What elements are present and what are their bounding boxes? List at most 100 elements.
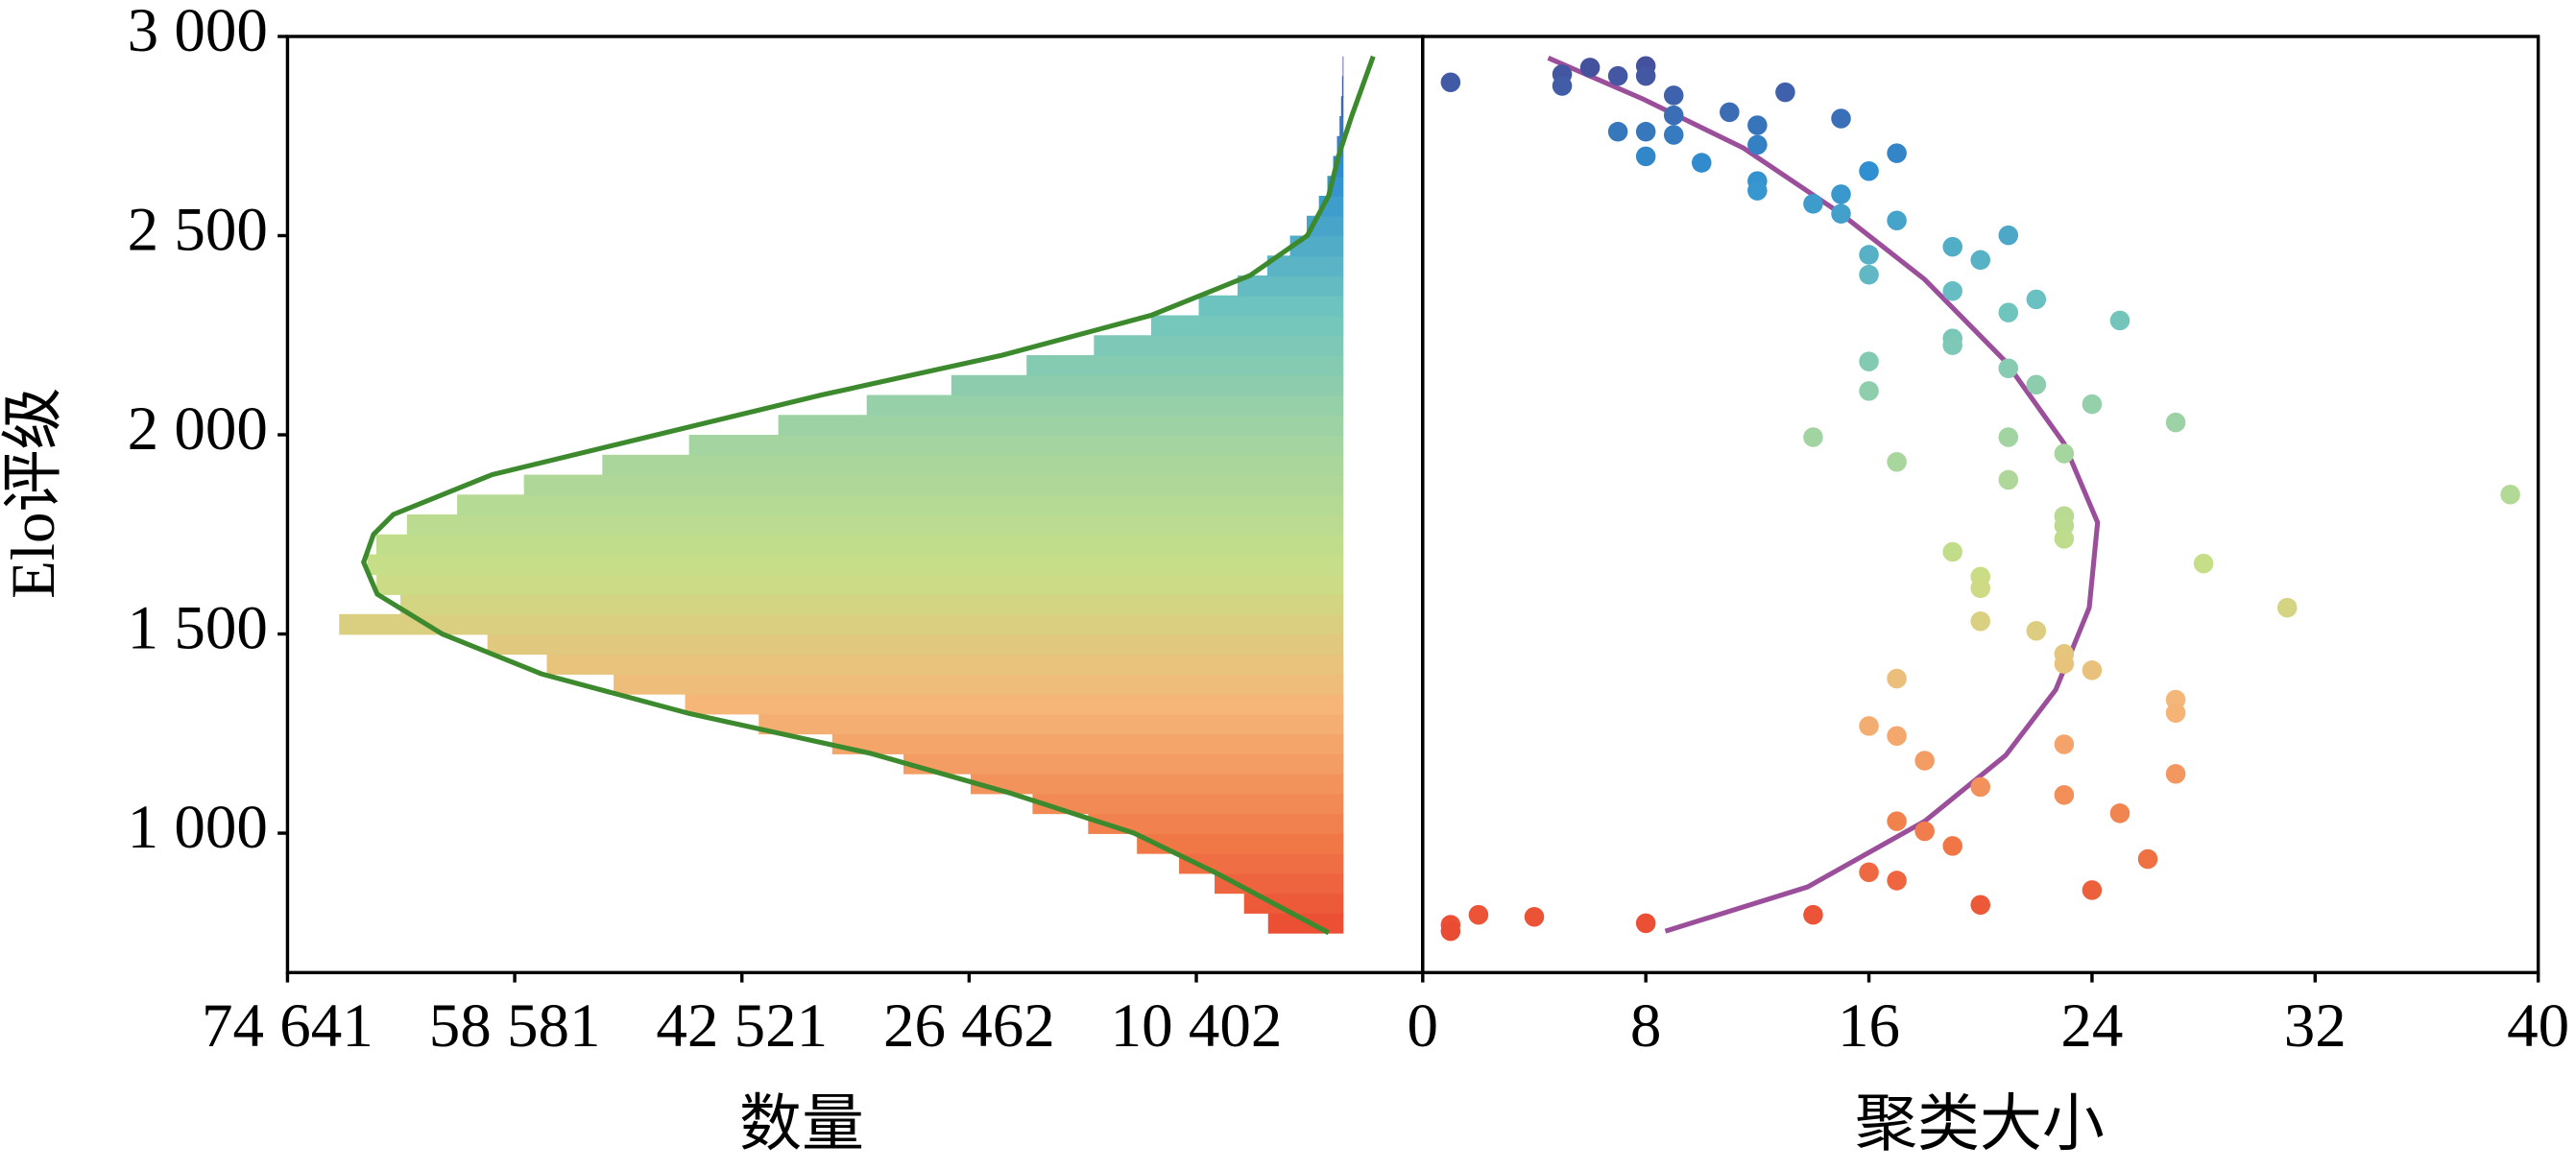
y-tick-label: 2 000 [128,394,268,464]
point [1803,904,1823,925]
point [1579,58,1601,78]
x-tick-label: 24 [2060,991,2123,1061]
bar [1237,275,1344,297]
bar [1088,813,1344,834]
point [1747,134,1768,155]
point [1887,811,1907,831]
y-tick-label: 1 000 [128,793,268,862]
point [1468,904,1489,925]
point [1440,920,1461,942]
point [1747,180,1768,201]
bar [688,435,1344,456]
point [1607,65,1628,86]
bar [1243,893,1344,914]
point [2054,529,2075,549]
bar [546,654,1344,675]
point [1859,161,1879,181]
point [2137,848,2158,870]
bar [339,613,1344,635]
bar [951,374,1344,396]
bar [1341,76,1344,98]
x-tick-label: 74 641 [202,991,373,1061]
point [2054,784,2075,805]
point [1942,836,1962,856]
bar [1340,96,1344,117]
point [1607,121,1628,142]
point [1859,862,1879,882]
point [1970,776,1990,798]
x-axis-title: 数量 [739,1090,864,1159]
point [1998,427,2019,447]
point [1970,250,1990,271]
point [1635,913,1656,934]
point [1942,236,1962,257]
point [1859,381,1879,401]
point [1887,871,1907,891]
point [1942,280,1962,301]
point [1887,143,1907,163]
point [1859,245,1879,265]
bar [1342,56,1344,78]
bar [866,394,1344,417]
point [1998,302,2019,322]
point [1859,351,1879,371]
bar [971,773,1344,795]
point [1692,153,1712,173]
point [2165,412,2186,433]
point [1887,210,1907,231]
point [1663,105,1684,126]
point [1859,716,1879,736]
point [2054,734,2075,754]
bar [903,753,1344,775]
y-tick-label: 3 000 [128,0,268,65]
fit-curve [360,55,1376,936]
point [2109,310,2131,331]
point [2165,703,2186,723]
point [1998,225,2019,246]
plot-frame [1421,35,2540,975]
bar [457,494,1344,515]
x-tick-label: 32 [2284,991,2347,1061]
bar [1026,355,1344,376]
point [2109,803,2131,824]
point [1635,65,1656,86]
bar [367,554,1344,576]
point [1914,821,1935,842]
y-tick-label: 2 500 [128,195,268,264]
point [2082,394,2103,415]
point [1635,146,1656,167]
y-tick-label: 1 500 [128,593,268,662]
bar [758,713,1344,735]
point [1803,194,1823,214]
point [1831,108,1851,129]
bar [487,633,1344,656]
point [1635,121,1656,142]
point [1552,76,1573,96]
bar [400,594,1344,615]
point [1970,895,1990,916]
bar [778,415,1344,436]
bar [375,534,1344,556]
point [2026,374,2047,394]
x-tick-label: 16 [1838,991,1900,1061]
point [1998,469,2019,490]
point [1720,102,1740,123]
point [1859,264,1879,285]
bar [831,733,1344,754]
point [2193,553,2214,574]
x-tick-label: 8 [1630,991,1662,1061]
point [1970,610,1990,632]
point [1942,541,1962,562]
bar [1150,315,1344,337]
point [2054,654,2075,674]
point [1914,751,1935,771]
bar [1137,833,1344,854]
bar [406,514,1344,536]
bar [1198,295,1344,317]
bar [376,574,1344,595]
bar [1094,335,1344,356]
point [2026,289,2047,310]
bar [602,454,1344,476]
bar [1339,116,1344,137]
